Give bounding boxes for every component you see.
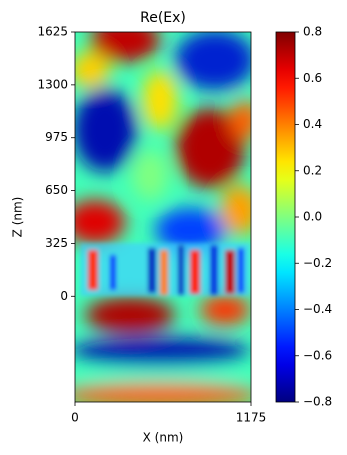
colorbar-tick-label: −0.8 (303, 395, 332, 409)
y-tick-label: 0 (60, 289, 68, 303)
colorbar-tick-label: 0.4 (303, 117, 322, 131)
colorbar-tick-label: 0.6 (303, 71, 322, 85)
colorbar (275, 31, 296, 403)
chart-title: Re(Ex) (140, 10, 186, 26)
plot-frame (74, 31, 252, 403)
colorbar-tick-label: 0.0 (303, 210, 322, 224)
y-tick-label: 1300 (37, 77, 68, 91)
y-tick-label: 325 (45, 236, 68, 250)
y-tick-label: 975 (45, 130, 68, 144)
x-axis-label: X (nm) (143, 431, 184, 445)
y-tick-label: 1625 (37, 25, 68, 39)
colorbar-tick-label: 0.2 (303, 163, 322, 177)
x-tick-label: 1175 (236, 411, 267, 425)
colorbar-tick-label: −0.4 (303, 302, 332, 316)
y-axis-label: Z (nm) (11, 197, 25, 238)
colorbar-tick-label: −0.6 (303, 348, 332, 362)
colorbar-tick-label: 0.8 (303, 25, 322, 39)
y-tick-label: 650 (45, 183, 68, 197)
colorbar-tick-label: −0.2 (303, 256, 332, 270)
x-tick-label: 0 (71, 411, 79, 425)
heatmap-field (75, 32, 251, 402)
